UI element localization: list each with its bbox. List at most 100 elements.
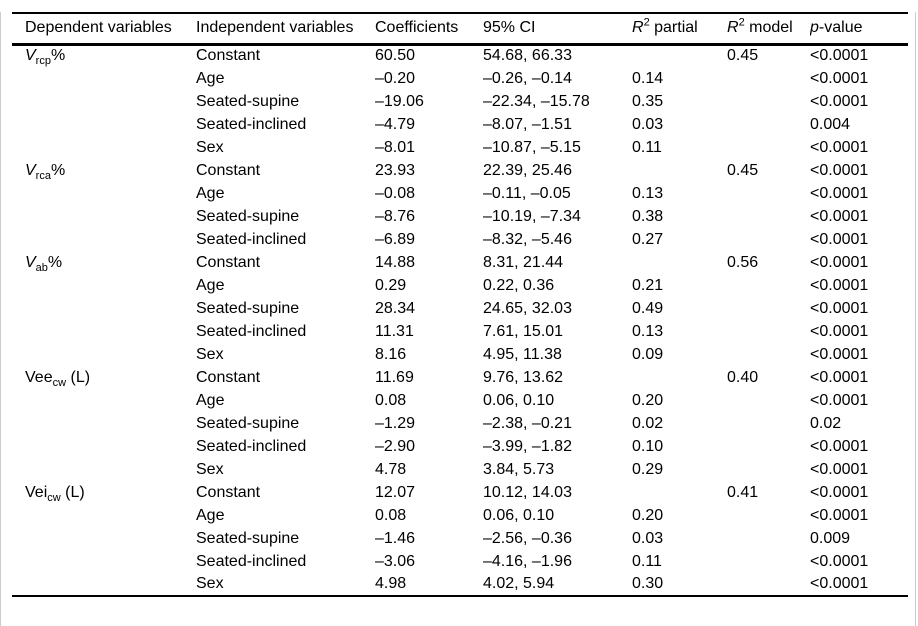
table-row: Vrca% Constant 23.93 22.39, 25.46 0.45 <0.000… — [12, 159, 908, 182]
r2-model-cell — [727, 343, 810, 366]
r2-partial-cell — [632, 159, 727, 182]
dependent-variable-cell — [12, 573, 196, 596]
p-value-cell: <0.0001 — [810, 138, 869, 156]
p-value-cell: <0.0001 — [810, 253, 869, 271]
independent-variable-cell: Seated-supine — [196, 207, 300, 225]
dependent-variable-suffix: % — [50, 47, 66, 65]
r2-partial-cell: 0.29 — [632, 460, 664, 478]
paper-page: Dependent variables Independent variables… — [0, 12, 916, 626]
coefficient-cell: 8.16 — [375, 345, 407, 363]
coefficient-cell: 0.08 — [375, 391, 407, 409]
table-row: Seated-supine –19.06 –22.34, –15.78 0.35 <0.… — [12, 90, 908, 113]
dependent-variable-symbol: Vei — [25, 483, 48, 501]
table-row: Age –0.20 –0.26, –0.14 0.14 <0.0001 — [12, 67, 908, 90]
r2-partial-cell: 0.11 — [632, 552, 662, 570]
independent-variable-cell: Seated-inclined — [196, 115, 307, 133]
r2-model-cell — [727, 458, 810, 481]
coefficient-cell: 11.69 — [375, 368, 414, 386]
coefficient-cell: –1.46 — [375, 529, 416, 547]
table-row: Vrcp% Constant 60.50 54.68, 66.33 0.45 <0.000… — [12, 44, 908, 67]
r2-partial-cell: 0.30 — [632, 575, 664, 592]
independent-variable-cell: Seated-supine — [196, 414, 300, 432]
p-value-cell: <0.0001 — [810, 92, 869, 110]
coefficient-cell: –2.90 — [375, 437, 416, 455]
header-superscript: 2 — [643, 16, 650, 29]
col-header-ci: 95% CI — [483, 13, 632, 46]
p-value-cell: <0.0001 — [810, 345, 869, 363]
r2-partial-cell: 0.21 — [632, 276, 664, 294]
r2-partial-cell: 0.03 — [632, 115, 664, 133]
ci-cell: 4.95, 11.38 — [483, 345, 562, 363]
r2-model-cell — [727, 412, 810, 435]
r2-model-cell — [727, 435, 810, 458]
coefficient-cell: 12.07 — [375, 483, 416, 501]
coefficient-cell: 4.98 — [375, 575, 407, 592]
independent-variable-cell: Seated-supine — [196, 529, 300, 547]
table-row: Seated-inclined 11.31 7.61, 15.01 0.13 <0.00… — [12, 320, 908, 343]
p-value-cell: <0.0001 — [810, 368, 869, 386]
r2-partial-cell — [632, 366, 727, 389]
ci-cell: 8.31, 21.44 — [483, 253, 564, 271]
r2-partial-cell: 0.49 — [632, 299, 664, 317]
table-row: Veecw (L) Constant 11.69 9.76, 13.62 0.40 <0.… — [12, 366, 908, 389]
coefficient-cell: –3.06 — [375, 552, 416, 570]
r2-model-cell — [727, 573, 810, 596]
dependent-variable-cell: Vrca% — [12, 159, 196, 182]
r2-model-cell — [727, 136, 810, 159]
col-header-dependent-variables: Dependent variables — [12, 13, 196, 46]
r2-partial-cell — [632, 44, 727, 67]
coefficient-cell: –1.29 — [375, 414, 416, 432]
table-row: Seated-inclined –3.06 –4.16, –1.96 0.11 <0.0… — [12, 550, 908, 573]
independent-variable-cell: Constant — [196, 47, 261, 65]
dependent-variable-cell — [12, 504, 196, 527]
r2-model-cell — [727, 274, 810, 297]
r2-partial-cell: 0.10 — [632, 437, 664, 455]
dependent-variable-cell — [12, 458, 196, 481]
table-row: Seated-inclined –4.79 –8.07, –1.51 0.03 0.00… — [12, 113, 908, 136]
dependent-variable-suffix: (L) — [60, 483, 85, 501]
dependent-variable-cell — [12, 320, 196, 343]
dependent-variable-cell — [12, 205, 196, 228]
r2-model-cell: 0.45 — [727, 47, 759, 65]
coefficient-cell: 23.93 — [375, 161, 416, 179]
r2-model-cell — [727, 228, 810, 251]
ci-cell: –3.99, –1.82 — [483, 437, 572, 455]
p-value-cell: <0.0001 — [810, 506, 869, 524]
coefficient-cell: 60.50 — [375, 47, 416, 65]
r2-model-cell — [727, 113, 810, 136]
r2-model-cell — [727, 527, 810, 550]
independent-variable-cell: Age — [196, 184, 225, 202]
dependent-variable-subscript: cw — [52, 376, 67, 389]
dependent-variable-cell — [12, 412, 196, 435]
dependent-variable-symbol: V — [25, 253, 36, 271]
independent-variable-cell: Constant — [196, 253, 261, 271]
dependent-variable-cell — [12, 182, 196, 205]
p-value-cell: <0.0001 — [810, 47, 869, 65]
coefficient-cell: 0.29 — [375, 276, 407, 294]
dependent-variable-symbol: V — [25, 47, 36, 65]
r2-model-cell — [727, 205, 810, 228]
ci-cell: 9.76, 13.62 — [483, 368, 564, 386]
dependent-variable-cell — [12, 343, 196, 366]
p-value-cell: <0.0001 — [810, 437, 869, 455]
coefficient-cell: –0.20 — [375, 69, 416, 87]
table-row: Seated-supine –1.29 –2.38, –0.21 0.02 0.02 — [12, 412, 908, 435]
ci-cell: –2.38, –0.21 — [483, 414, 572, 432]
independent-variable-cell: Seated-inclined — [196, 552, 307, 570]
table-row: Sex 4.78 3.84, 5.73 0.29 <0.0001 — [12, 458, 908, 481]
coefficient-cell: 14.88 — [375, 253, 416, 271]
dependent-variable-cell — [12, 228, 196, 251]
r2-model-cell — [727, 182, 810, 205]
ci-cell: –0.11, –0.05 — [483, 184, 571, 202]
independent-variable-cell: Sex — [196, 138, 224, 156]
r2-model-cell: 0.40 — [727, 368, 759, 386]
p-value-cell: <0.0001 — [810, 69, 869, 87]
p-value-cell: 0.02 — [810, 414, 842, 432]
p-value-cell: <0.0001 — [810, 184, 869, 202]
independent-variable-cell: Age — [196, 506, 225, 524]
p-value-cell: 0.009 — [810, 529, 851, 547]
dependent-variable-cell: Vab% — [12, 251, 196, 274]
dependent-variable-suffix: (L) — [66, 368, 91, 386]
independent-variable-cell: Sex — [196, 575, 224, 592]
dependent-variable-cell — [12, 136, 196, 159]
